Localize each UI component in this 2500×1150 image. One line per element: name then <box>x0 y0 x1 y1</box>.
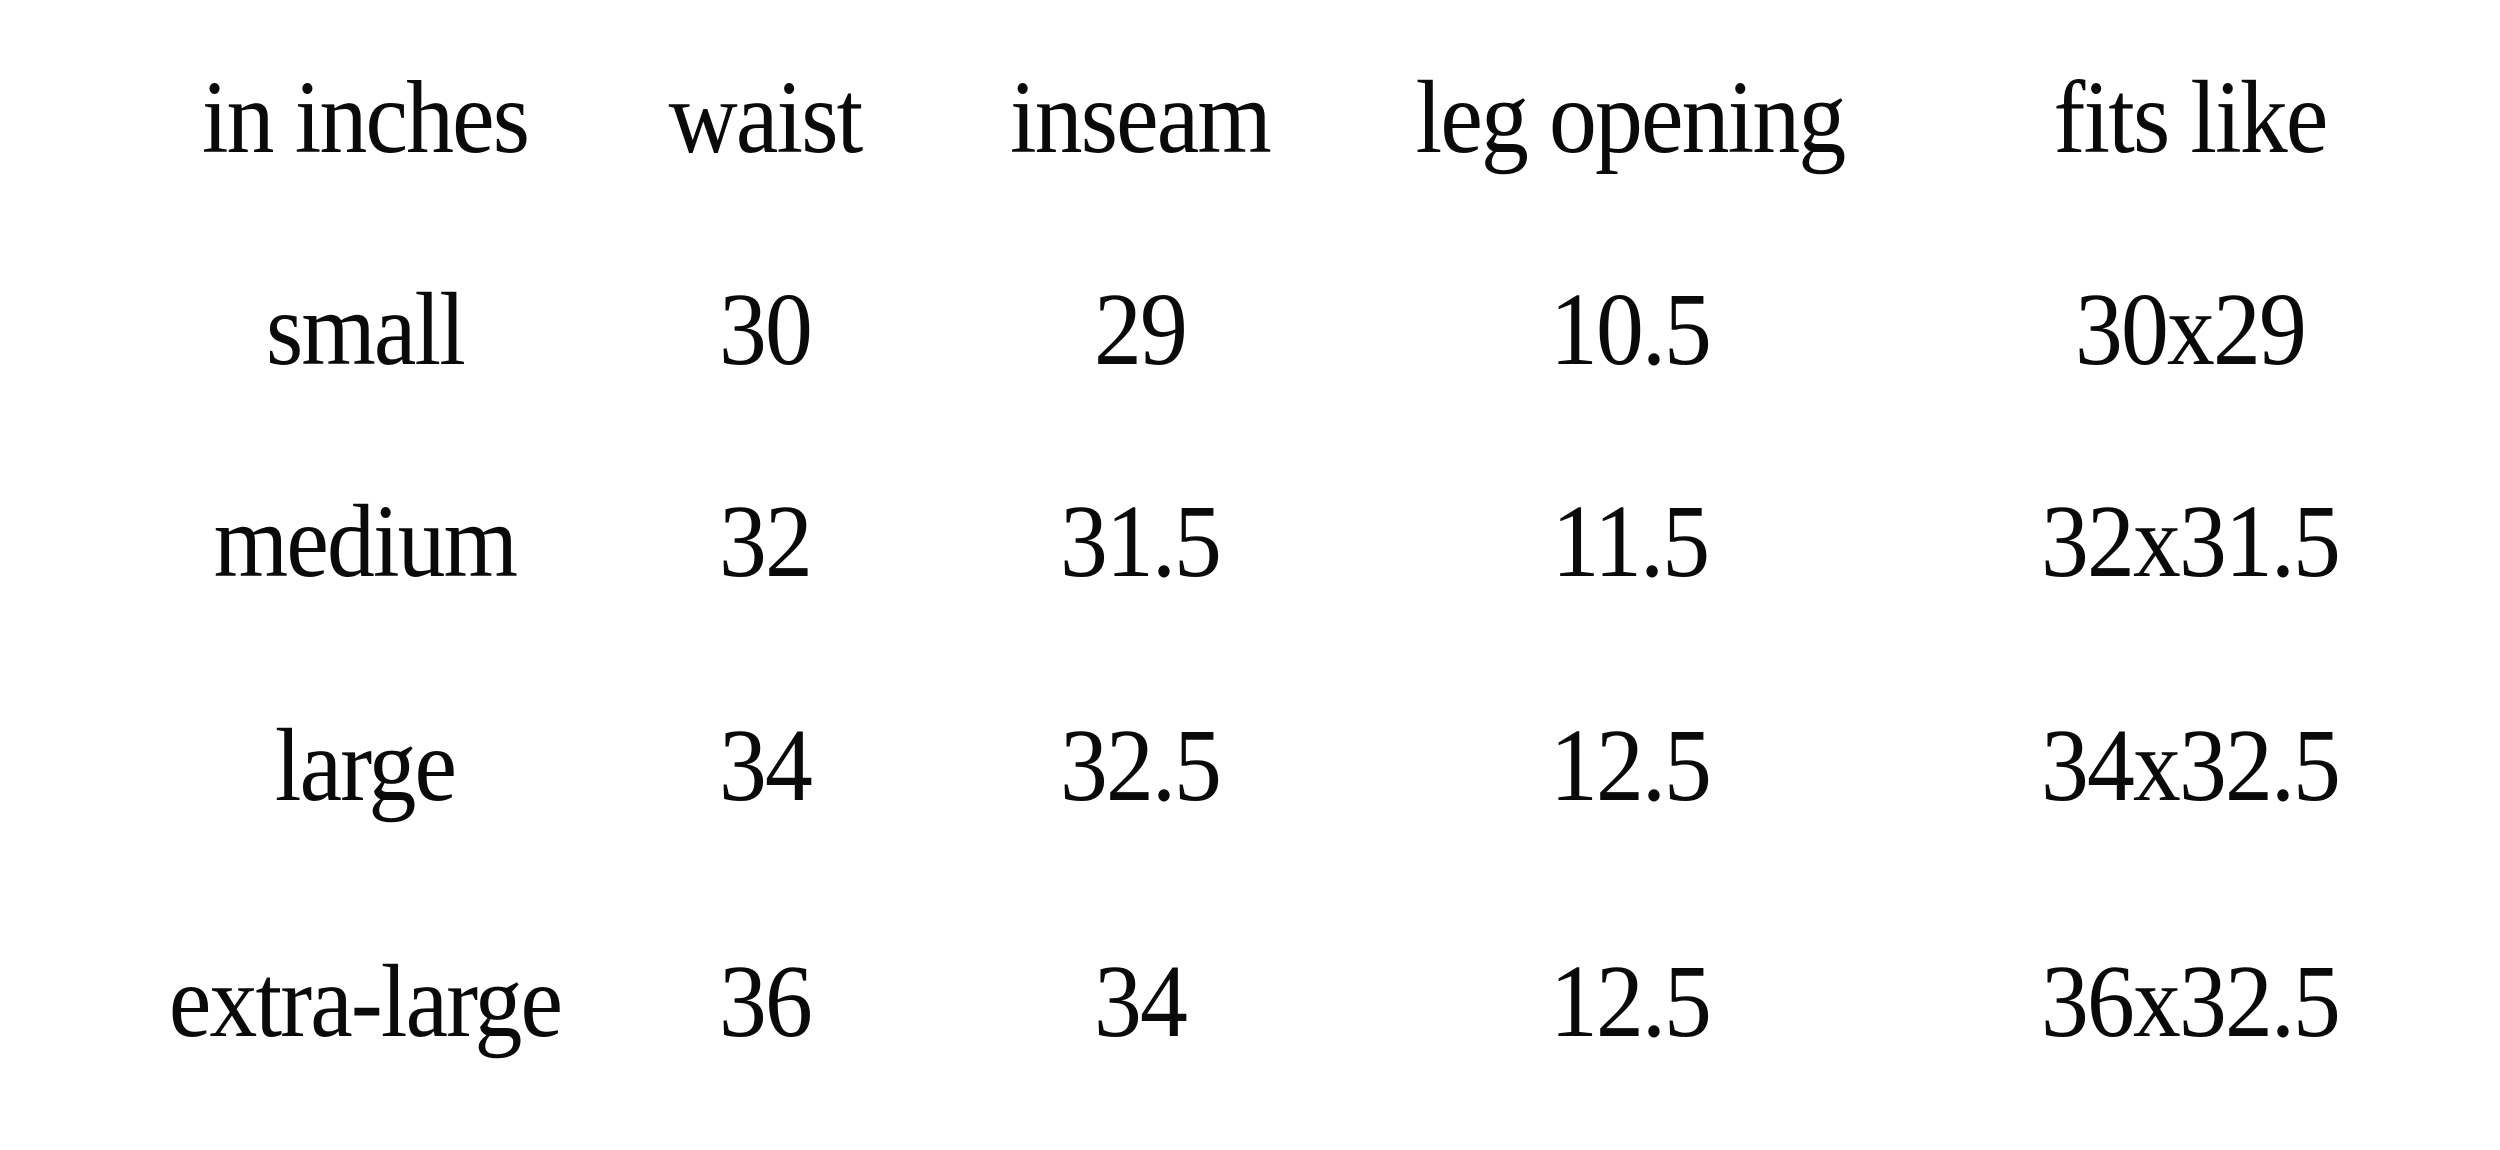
table-row-medium: medium 32 31.5 11.5 32x31.5 <box>120 436 2500 648</box>
header-inseam: inseam <box>1010 60 1272 175</box>
size-label: extra-large <box>168 944 563 1059</box>
inseam-value: 34 <box>1094 944 1188 1059</box>
waist-value: 30 <box>719 272 813 387</box>
leg-opening-value: 12.5 <box>1549 944 1712 1059</box>
table-row-large: large 34 32.5 12.5 34x32.5 <box>120 660 2500 872</box>
fits-like-value: 30x29 <box>2075 272 2307 387</box>
header-leg-opening: leg opening <box>1415 60 1847 175</box>
leg-opening-value: 12.5 <box>1549 708 1712 823</box>
inseam-value: 29 <box>1094 272 1188 387</box>
header-fits-like: fits like <box>2053 60 2328 175</box>
size-label: large <box>274 708 457 823</box>
leg-opening-value: 10.5 <box>1549 272 1712 387</box>
waist-value: 32 <box>719 484 813 599</box>
size-label: small <box>265 272 466 387</box>
inseam-value: 31.5 <box>1059 484 1222 599</box>
header-in-inches: in inches <box>201 60 530 175</box>
table-header-row: in inches waist inseam leg opening fits … <box>120 12 2500 224</box>
table-row-extra-large: extra-large 36 34 12.5 36x32.5 <box>120 896 2500 1108</box>
waist-value: 36 <box>719 944 813 1059</box>
leg-opening-value: 11.5 <box>1551 484 1710 599</box>
header-waist: waist <box>668 60 864 175</box>
size-label: medium <box>213 484 518 599</box>
waist-value: 34 <box>719 708 813 823</box>
table-row-small: small 30 29 10.5 30x29 <box>120 224 2500 436</box>
inseam-value: 32.5 <box>1059 708 1222 823</box>
fits-like-value: 34x32.5 <box>2040 708 2341 823</box>
fits-like-value: 36x32.5 <box>2040 944 2341 1059</box>
fits-like-value: 32x31.5 <box>2040 484 2341 599</box>
